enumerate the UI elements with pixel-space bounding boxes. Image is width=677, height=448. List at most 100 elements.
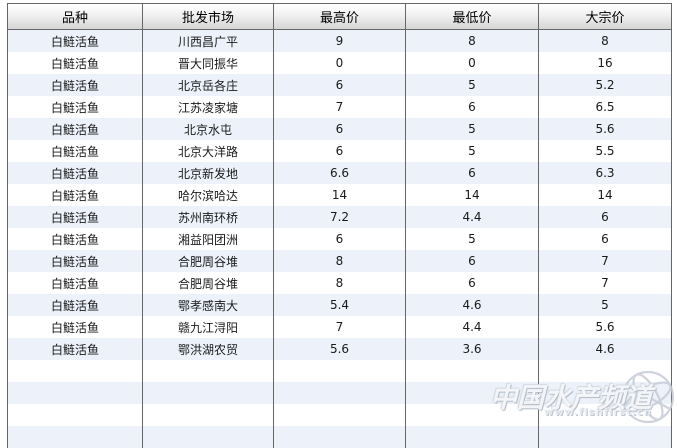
cell-market: 鄂洪湖农贸 [143,338,274,360]
table-row: 白鲢活鱼 北京水屯 6 5 5.6 [8,118,671,140]
cell-market: 晋大同振华 [143,52,274,74]
cell-market [143,382,274,404]
cell-bulk-price: 14 [597,188,613,202]
cell-low-price: 6 [406,96,539,118]
table-row: 白鲢活鱼 湘益阳团洲 6 5 6 [8,228,671,250]
table-body: 白鲢活鱼 川西昌广平 9 8 8 白鲢活鱼 晋大同振华 0 0 16 白鲢活鱼 北京岳各庄 6 5 5.2 白… [8,30,671,448]
table-row: 白鲢活鱼 川西昌广平 9 8 8 [8,30,671,52]
cell-variety: 白鲢活鱼 [8,316,143,338]
cell-market: 北京大洋路 [143,140,274,162]
cell-low-price: 5 [406,118,539,140]
cell-market: 哈尔滨哈达 [143,184,274,206]
table-row: 白鲢活鱼 哈尔滨哈达 14 14 14 [8,184,671,206]
table-row: 白鲢活鱼 北京大洋路 6 5 5.5 [8,140,671,162]
cell-low-price: 6 [406,162,539,184]
fish-price-table: 品种 批发市场 最高价 最低价 大宗价 白鲢活鱼 川西昌广平 9 8 8 白鲢活鱼 晋大同振… [7,3,672,448]
cell-bulk-price: 5.6 [595,320,615,334]
cell-market [143,404,274,426]
cell-high-price: 7 [274,96,406,118]
table-row-empty [8,404,671,426]
cell-low-price [406,382,539,404]
cell-low-price [406,426,539,448]
cell-high-price: 6 [274,118,406,140]
cell-variety: 白鲢活鱼 [8,74,143,96]
cell-low-price: 5 [406,74,539,96]
cell-low-price: 6 [406,272,539,294]
cell-variety [8,404,143,426]
cell-low-price [406,360,539,382]
cell-high-price: 6.6 [274,162,406,184]
cell-high-price [274,404,406,426]
cell-bulk-price [539,382,671,404]
table-row-empty [8,382,671,404]
cell-market: 江苏凌家塘 [143,96,274,118]
cell-high-price [274,382,406,404]
table-row: 白鲢活鱼 赣九江浔阳 7 4.4 5.6 [8,316,671,338]
table-row: 白鲢活鱼 江苏凌家塘 7 6 6.5 [8,96,671,118]
cell-market: 合肥周谷堆 [143,250,274,272]
cell-low-price [406,404,539,426]
cell-variety: 白鲢活鱼 [8,96,143,118]
cell-variety: 白鲢活鱼 [8,140,143,162]
cell-bulk-price: 4.6 [595,342,615,356]
cell-variety [8,426,143,448]
column-header-variety: 品种 [8,4,143,29]
cell-market: 合肥周谷堆 [143,272,274,294]
table-row: 白鲢活鱼 鄂孝感南大 5.4 4.6 5 [8,294,671,316]
cell-high-price: 6 [274,140,406,162]
cell-market: 川西昌广平 [143,30,274,52]
table-row-empty [8,360,671,382]
cell-variety: 白鲢活鱼 [8,272,143,294]
table-row-empty [8,426,671,448]
column-header-low-price: 最低价 [406,4,539,29]
cell-bulk-price [539,404,671,426]
cell-bulk-price: 7 [601,276,609,290]
cell-bulk-price: 8 [601,34,609,48]
cell-low-price: 4.4 [406,206,539,228]
table-row: 白鲢活鱼 北京新发地 6.6 6 6.3 [8,162,671,184]
cell-variety: 白鲢活鱼 [8,206,143,228]
cell-bulk-price: 16 [597,56,613,70]
cell-low-price: 5 [406,140,539,162]
cell-market: 北京岳各庄 [143,74,274,96]
cell-variety [8,382,143,404]
cell-low-price: 8 [406,30,539,52]
cell-market: 北京水屯 [143,118,274,140]
cell-high-price: 5.6 [274,338,406,360]
cell-high-price: 6 [274,74,406,96]
cell-high-price: 6 [274,228,406,250]
cell-market: 北京新发地 [143,162,274,184]
table-row: 白鲢活鱼 苏州南环桥 7.2 4.4 6 [8,206,671,228]
cell-bulk-price: 6.5 [595,100,615,114]
table-header-row: 品种 批发市场 最高价 最低价 大宗价 [8,4,671,30]
cell-bulk-price: 5.2 [595,78,615,92]
cell-bulk-price: 6 [601,232,609,246]
table-row: 白鲢活鱼 晋大同振华 0 0 16 [8,52,671,74]
cell-low-price: 0 [406,52,539,74]
column-header-high-price: 最高价 [274,4,406,29]
cell-variety: 白鲢活鱼 [8,294,143,316]
cell-high-price: 0 [274,52,406,74]
cell-low-price: 6 [406,250,539,272]
cell-bulk-price: 5.5 [595,144,615,158]
table-row: 白鲢活鱼 合肥周谷堆 8 6 7 [8,250,671,272]
cell-high-price: 7 [274,316,406,338]
cell-variety: 白鲢活鱼 [8,184,143,206]
cell-bulk-price [539,426,671,448]
cell-variety: 白鲢活鱼 [8,250,143,272]
table-row: 白鲢活鱼 北京岳各庄 6 5 5.2 [8,74,671,96]
cell-high-price [274,426,406,448]
cell-high-price: 5.4 [274,294,406,316]
cell-low-price: 4.4 [406,316,539,338]
cell-variety: 白鲢活鱼 [8,228,143,250]
cell-low-price: 3.6 [406,338,539,360]
cell-market [143,426,274,448]
cell-bulk-price: 6.3 [595,166,615,180]
cell-bulk-price: 6 [601,210,609,224]
table-row: 白鲢活鱼 鄂洪湖农贸 5.6 3.6 4.6 [8,338,671,360]
cell-variety: 白鲢活鱼 [8,162,143,184]
cell-market: 赣九江浔阳 [143,316,274,338]
cell-market: 湘益阳团洲 [143,228,274,250]
cell-market [143,360,274,382]
cell-bulk-price: 5 [601,298,609,312]
